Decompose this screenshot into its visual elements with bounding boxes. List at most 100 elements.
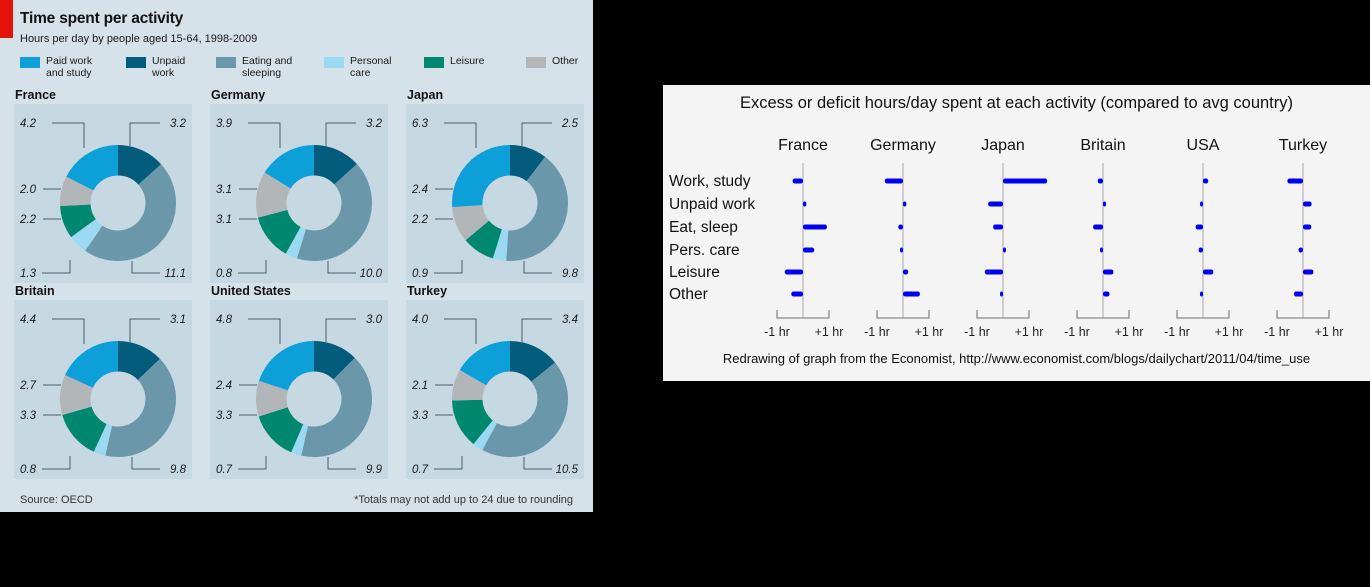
value-label-other: 2.0 [19, 184, 37, 196]
country-name: Britain [15, 284, 55, 298]
legend: Paid work and study Unpaid work Eating and sl… [0, 55, 593, 86]
callout-line-eating [523, 457, 552, 470]
tick-label-plus-1hr: +1 hr [1215, 325, 1244, 339]
donut-slice-personal [71, 219, 103, 251]
activity-label: Other [669, 286, 708, 303]
red-accent-tag [0, 0, 13, 38]
chart-title: Time spent per activity [20, 10, 184, 27]
donut-slice-paid [452, 145, 510, 208]
callout-line-paid [52, 318, 85, 344]
excess-deficit-bar [900, 247, 903, 253]
excess-deficit-bar [1303, 224, 1312, 230]
donut-slice-other [60, 176, 94, 207]
donut-slice-leisure [258, 407, 304, 453]
tick-label-plus-1hr: +1 hr [1315, 325, 1344, 339]
donut-chart: 3.2 10.0 0.8 3.1 3.1 3.9 [210, 104, 388, 283]
country-header: France [778, 137, 828, 154]
excess-deficit-bar [1203, 178, 1209, 184]
axis-bracket [876, 310, 930, 319]
donut-chart: 3.2 11.1 1.3 2.2 2.0 4.2 [14, 104, 192, 283]
donut-slice-paid [264, 145, 314, 189]
tick-label-plus-1hr: +1 hr [1115, 325, 1144, 339]
donut-slice-paid [66, 145, 118, 191]
legend-item-other: Other [526, 55, 578, 68]
value-label-eating: 10.5 [556, 464, 579, 476]
donut-slice-leisure [62, 406, 107, 452]
legend-swatch-paid [20, 57, 40, 68]
value-label-eating: 10.0 [360, 268, 383, 280]
country-panel-japan: Japan 2.5 9.8 0.9 2.2 2.4 6.3 [406, 88, 584, 283]
country-panel-germany: Germany 3.2 10.0 0.8 3.1 3.1 3.9 [210, 88, 388, 283]
excess-deficit-bar [1195, 224, 1203, 230]
tick-label-plus-1hr: +1 hr [815, 325, 844, 339]
activity-label: Pers. care [669, 242, 740, 259]
donut-chart: 3.0 9.9 0.7 3.3 2.4 4.8 [210, 300, 388, 479]
donut-slice-other [256, 380, 288, 417]
legend-swatch-eating [216, 57, 236, 68]
donut-slice-other [256, 172, 291, 218]
value-label-unpaid: 3.1 [170, 314, 186, 326]
value-label-other: 2.4 [215, 380, 232, 392]
excess-deficit-bar [1287, 178, 1303, 184]
donut-chart: 2.5 9.8 0.9 2.2 2.4 6.3 [406, 104, 584, 283]
callout-line-paid [248, 318, 281, 344]
excess-deficit-bar [1103, 291, 1110, 297]
excess-deficit-bar [1003, 247, 1006, 253]
donut-slice-eating [301, 357, 372, 457]
excess-deficit-bar [1093, 224, 1103, 230]
donut-chart: 3.4 10.5 0.7 3.3 2.1 4.0 [406, 300, 584, 479]
donut-slice-unpaid [314, 341, 355, 380]
excess-deficit-bar [1203, 269, 1214, 275]
source-note: Source: OECD [20, 494, 93, 506]
value-label-personal: 0.7 [216, 464, 233, 476]
excess-deficit-bar [1200, 291, 1203, 297]
excess-deficit-bar [1000, 291, 1003, 297]
callout-line-personal [42, 456, 71, 470]
value-label-paid: 4.0 [412, 314, 429, 326]
value-label-personal: 0.8 [216, 268, 233, 280]
country-header: Germany [870, 137, 936, 154]
legend-swatch-personal [324, 57, 344, 68]
excess-deficit-bar [884, 178, 903, 184]
excess-deficit-bar [898, 224, 903, 230]
donut-slice-personal [93, 423, 112, 456]
donut-slice-eating [105, 358, 176, 457]
donut-slice-eating [296, 164, 372, 261]
value-label-personal: 0.7 [412, 464, 429, 476]
legend-label: Eating and sleeping [242, 55, 293, 79]
legend-label: Leisure [450, 55, 485, 67]
country-panel-france: France 3.2 11.1 1.3 2.2 2.0 4.2 [14, 88, 192, 283]
redrawn-chart-title: Excess or deficit hours/day spent at eac… [739, 94, 1293, 112]
callout-line-unpaid [521, 318, 552, 342]
value-label-other: 2.7 [19, 380, 37, 392]
chart-subtitle: Hours per day by people aged 15-64, 1998… [20, 33, 258, 45]
callout-line-personal [238, 260, 267, 274]
activity-label: Leisure [669, 264, 720, 281]
rounding-footnote: *Totals may not add up to 24 due to roun… [354, 494, 573, 506]
value-label-unpaid: 3.4 [562, 314, 578, 326]
donut-slice-paid [65, 341, 118, 388]
country-name: Turkey [407, 284, 448, 298]
excess-deficit-bar [1103, 269, 1114, 275]
value-label-paid: 4.8 [216, 314, 233, 326]
excess-deficit-chart: Excess or deficit hours/day spent at eac… [663, 85, 1370, 381]
excess-deficit-bar [1303, 269, 1314, 275]
excess-deficit-bar [903, 269, 909, 275]
donut-slice-personal [492, 229, 509, 261]
callout-line-unpaid [129, 318, 160, 342]
value-label-unpaid: 2.5 [561, 118, 579, 130]
value-label-other: 2.4 [411, 184, 428, 196]
activity-label: Work, study [669, 173, 751, 190]
donut-slice-leisure [465, 220, 502, 259]
callout-line-eating [131, 261, 160, 274]
callout-line-eating [523, 261, 552, 274]
donut-slice-leisure [452, 399, 493, 445]
tick-label-minus-1hr: -1 hr [1264, 325, 1290, 339]
country-name: United States [211, 284, 291, 298]
excess-deficit-bar [1200, 201, 1203, 207]
country-header: Japan [981, 137, 1025, 154]
excess-deficit-bar [988, 201, 1003, 207]
excess-deficit-bar [1293, 291, 1303, 297]
tick-label-minus-1hr: -1 hr [964, 325, 990, 339]
